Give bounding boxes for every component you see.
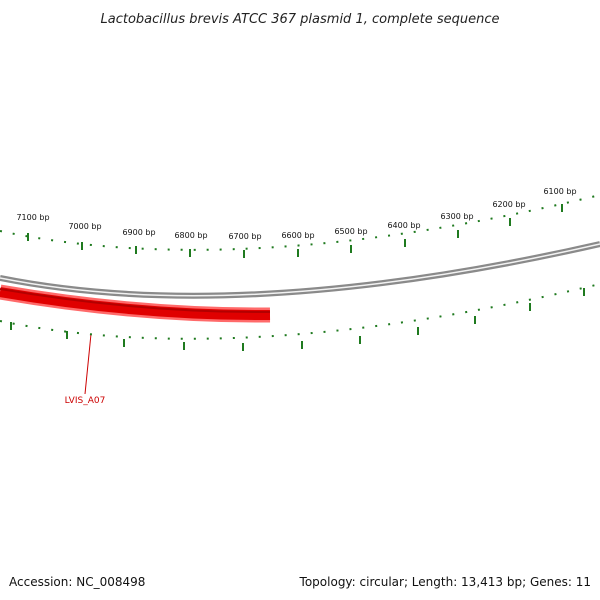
gene-label[interactable]: LVIS_A07 <box>65 396 106 406</box>
gene-lvis-a07[interactable]: LVIS_A07 <box>0 284 271 406</box>
summary-text: Topology: circular; Length: 13,413 bp; G… <box>299 575 591 589</box>
tick-label-6800: 6800 bp <box>174 231 207 240</box>
tick-label-6700: 6700 bp <box>228 232 261 241</box>
accession-text: Accession: NC_008498 <box>9 575 145 589</box>
tick-label-7000: 7000 bp <box>68 222 101 231</box>
inner-major-ticks <box>10 288 585 351</box>
tick-label-6200: 6200 bp <box>492 200 525 209</box>
backbone <box>0 241 600 299</box>
outer-tick-track: 7100 bp 7000 bp 6900 bp 6800 bp 6700 bp … <box>0 187 600 258</box>
inner-tick-track <box>0 283 600 351</box>
gene-leader-line <box>84 333 92 395</box>
tick-label-6500: 6500 bp <box>334 227 367 236</box>
gene-arrow[interactable] <box>0 287 271 321</box>
outer-major-ticks <box>27 204 563 258</box>
tick-label-6600: 6600 bp <box>281 231 314 240</box>
gene-arrow-edge <box>0 288 271 314</box>
tick-label-6100: 6100 bp <box>543 187 576 196</box>
tick-label-6300: 6300 bp <box>440 212 473 221</box>
tick-label-6900: 6900 bp <box>122 228 155 237</box>
tick-label-6400: 6400 bp <box>387 221 420 230</box>
map-title: Lactobacillus brevis ATCC 367 plasmid 1,… <box>101 12 500 27</box>
backbone-inner <box>0 243 600 297</box>
tick-label-7100: 7100 bp <box>16 213 49 222</box>
backbone-outer <box>0 241 600 299</box>
tick-labels: 7100 bp 7000 bp 6900 bp 6800 bp 6700 bp … <box>16 187 576 241</box>
